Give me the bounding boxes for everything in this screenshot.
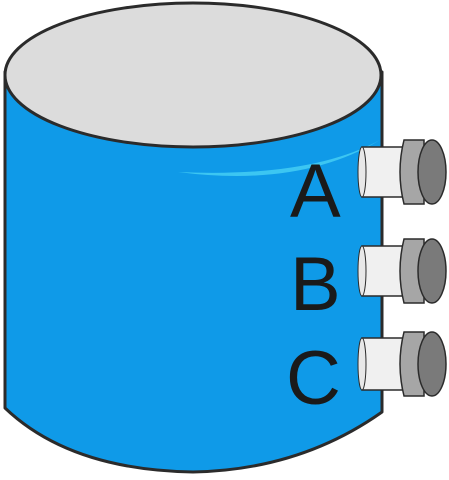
outlet-b [357, 238, 447, 304]
tank-highlight [178, 140, 380, 176]
outlet-b-label: B [290, 242, 341, 327]
outlet-a-label: A [290, 149, 341, 234]
outlet-a-cap [399, 139, 425, 205]
outlet-b-cap [399, 238, 425, 304]
outlet-b-cap-face [417, 238, 447, 304]
outlet-c-cap-face [417, 331, 447, 397]
outlet-a-pipe-end [357, 146, 367, 198]
outlet-a-cap-face [417, 139, 447, 205]
outlet-c-pipe-end [357, 337, 367, 391]
outlet-c-label: C [286, 336, 341, 421]
outlet-c [357, 331, 447, 397]
outlet-a [357, 139, 447, 205]
outlet-c-cap [399, 331, 425, 397]
tank-top [3, 1, 383, 149]
outlet-b-pipe-end [357, 245, 367, 297]
